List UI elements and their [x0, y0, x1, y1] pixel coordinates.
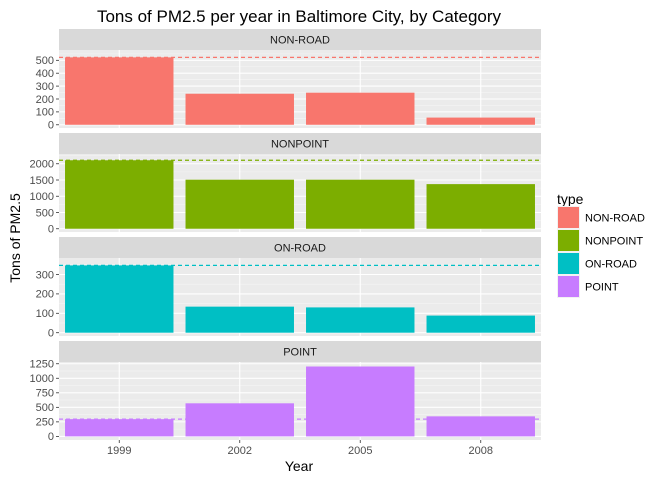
bar-2008: [426, 416, 535, 437]
y-tick-label: 300: [36, 269, 54, 281]
y-tick-label: 200: [36, 94, 54, 106]
bar-2002: [185, 179, 294, 229]
bar-1999: [65, 419, 174, 437]
legend-label: NON-ROAD: [585, 213, 645, 225]
legend-label: NONPOINT: [585, 236, 643, 248]
y-tick-label: 400: [36, 68, 54, 80]
y-tick-label: 500: [36, 402, 54, 414]
facet-strip: [59, 341, 541, 362]
y-tick-label: 250: [36, 417, 54, 429]
facet-on-road: ON-ROAD 0 100 200 300: [36, 237, 541, 340]
facet-panels: NON-ROAD0100200300400500NONPOINT05001000…: [30, 29, 541, 443]
y-tick-label: 0: [48, 431, 54, 443]
legend: type NON-ROAD NONPOINT ON-ROAD POINT: [557, 191, 645, 298]
chart-title: Tons of PM2.5 per year in Baltimore City…: [97, 7, 502, 26]
x-axis-ticks: 1999 2002 2005 2008: [107, 440, 493, 457]
y-tick-label: 100: [36, 308, 54, 320]
facet-strip-label: ON-ROAD: [274, 243, 326, 255]
y-tick-label: 1500: [30, 175, 54, 187]
bar-2005: [306, 179, 415, 229]
y-tick-label: 100: [36, 107, 54, 119]
y-axis-title: Tons of PM2.5: [7, 193, 23, 283]
x-tick-label: 2008: [469, 445, 493, 457]
legend-title: type: [557, 191, 584, 207]
facet-strip: [59, 133, 541, 154]
y-tick-label: 500: [36, 55, 54, 67]
x-axis-title: Year: [285, 458, 314, 474]
facet-strip-label: POINT: [283, 347, 317, 359]
bar-2008: [426, 315, 535, 333]
y-tick-label: 2000: [30, 159, 54, 171]
facet-strip: [59, 29, 541, 50]
bar-1999: [65, 265, 174, 333]
bar-2008: [426, 117, 535, 125]
y-tick-label: 500: [36, 207, 54, 219]
y-tick-label: 0: [48, 120, 54, 132]
legend-label: ON-ROAD: [585, 259, 637, 271]
bar-2002: [185, 93, 294, 125]
y-tick-label: 300: [36, 81, 54, 93]
bar-2005: [306, 366, 415, 437]
x-tick-label: 2002: [228, 445, 252, 457]
bar-2008: [426, 184, 535, 229]
y-tick-label: 0: [48, 328, 54, 340]
bar-2002: [185, 403, 294, 437]
x-tick-label: 2005: [348, 445, 372, 457]
bar-1999: [65, 57, 174, 125]
bar-2002: [185, 306, 294, 333]
legend-swatch: [558, 253, 579, 274]
legend-swatch: [558, 230, 579, 251]
legend-label: POINT: [585, 282, 619, 294]
bar-2005: [306, 92, 415, 125]
y-tick-label: 200: [36, 289, 54, 301]
y-tick-label: 750: [36, 388, 54, 400]
y-tick-label: 1000: [30, 373, 54, 385]
bar-1999: [65, 160, 174, 229]
facet-strip-label: NONPOINT: [271, 139, 329, 151]
legend-swatch: [558, 207, 579, 228]
facet-point: POINT 0 250 500 750 1000 1250: [30, 341, 541, 443]
legend-swatch: [558, 276, 579, 297]
y-tick-label: 1000: [30, 191, 54, 203]
y-tick-label: 1250: [30, 359, 54, 371]
facet-strip-label: NON-ROAD: [270, 35, 330, 47]
facet-nonpoint: NONPOINT 0 500 1000 1500 2000: [30, 133, 541, 236]
bar-2005: [306, 307, 415, 333]
y-tick-label: 0: [48, 224, 54, 236]
facet-strip: [59, 237, 541, 258]
x-tick-label: 1999: [107, 445, 131, 457]
